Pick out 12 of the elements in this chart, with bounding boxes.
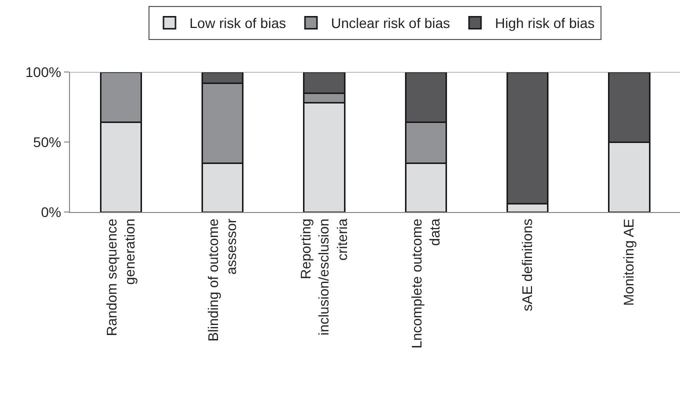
y-tick-label: 0%: [40, 204, 62, 220]
x-tick-label: Reporting inclusion/esclusion criteria: [298, 218, 350, 336]
x-tick-label: Lncomplete outcome data: [408, 218, 442, 349]
legend-label: Unclear risk of bias: [330, 15, 450, 32]
y-tick-label: 100%: [25, 64, 62, 80]
x-tick-label: sAE definitions: [519, 218, 536, 312]
y-tick-label: 50%: [33, 134, 62, 150]
legend-label: Low risk of bias: [190, 15, 286, 32]
x-tick-label: Random sequence generation: [103, 218, 138, 336]
legend-label: High risk of bias: [495, 15, 595, 32]
x-tick-label: Monitoring AE: [620, 218, 637, 306]
x-tick-label: Blinding of outcome assessor: [204, 218, 240, 342]
